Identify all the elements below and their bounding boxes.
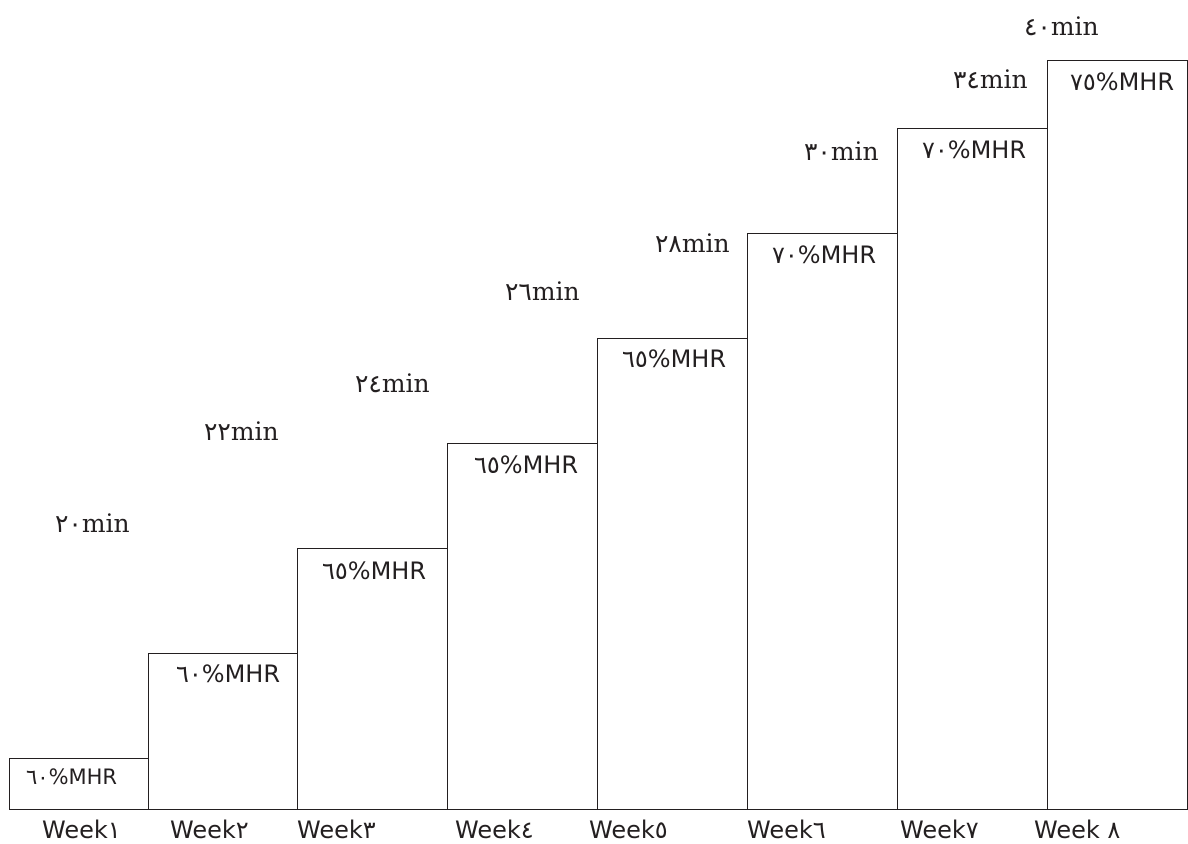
week-label-6: Week٦ bbox=[747, 816, 826, 844]
week-label-8: Week ٨ bbox=[1034, 816, 1121, 844]
week-label-5: Week٥ bbox=[589, 816, 668, 844]
step-box-week-8 bbox=[1047, 60, 1188, 810]
week-label-3: Week٣ bbox=[297, 816, 376, 844]
duration-label-week-2: ٢٢min bbox=[204, 417, 279, 446]
duration-label-week-5: ٢٨min bbox=[655, 229, 730, 258]
intensity-label-week-8: ٧٥%MHR bbox=[1070, 68, 1175, 96]
intensity-label-week-5: ٦٥%MHR bbox=[622, 345, 727, 373]
duration-label-week-8: ٤٠min bbox=[1024, 12, 1099, 41]
step-box-week-6 bbox=[747, 233, 899, 810]
duration-label-week-1: ٢٠min bbox=[55, 509, 130, 538]
intensity-label-week-6: ٧٠%MHR bbox=[772, 241, 877, 269]
intensity-label-week-1: ٦٠%MHR bbox=[26, 765, 118, 789]
week-label-4: Week٤ bbox=[455, 816, 534, 844]
duration-label-week-3: ٢٤min bbox=[355, 369, 430, 398]
duration-label-week-7: ٣٤min bbox=[953, 65, 1028, 94]
duration-label-week-4: ٢٦min bbox=[505, 277, 580, 306]
step-box-week-3 bbox=[297, 548, 449, 810]
intensity-label-week-3: ٦٥%MHR bbox=[322, 557, 427, 585]
step-box-week-2 bbox=[148, 653, 299, 810]
step-box-week-4 bbox=[447, 443, 599, 810]
duration-label-week-6: ٣٠min bbox=[804, 137, 879, 166]
intensity-label-week-4: ٦٥%MHR bbox=[474, 451, 579, 479]
step-box-week-1 bbox=[9, 758, 150, 810]
week-label-7: Week٧ bbox=[900, 816, 979, 844]
week-label-1: Week١ bbox=[42, 816, 121, 844]
step-box-week-5 bbox=[597, 338, 749, 810]
intensity-label-week-2: ٦٠%MHR bbox=[176, 660, 281, 688]
intensity-label-week-7: ٧٠%MHR bbox=[922, 136, 1027, 164]
week-label-2: Week٢ bbox=[170, 816, 249, 844]
step-box-week-7 bbox=[897, 128, 1049, 810]
